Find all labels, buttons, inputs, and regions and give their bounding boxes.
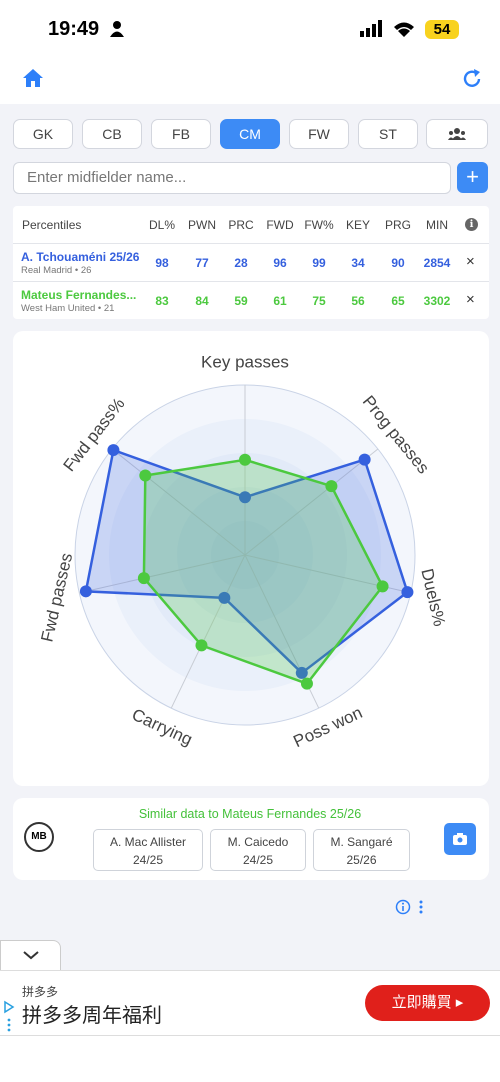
table-header: FWD <box>266 218 294 232</box>
radar-card: Key passes Prog passes Duels% Poss won Carry… <box>13 331 489 786</box>
percentile-value: 61 <box>273 294 287 308</box>
radar-spoke <box>79 554 246 594</box>
radar-point <box>325 480 338 493</box>
percentile-value: 75 <box>312 294 326 308</box>
percentile-value: 56 <box>351 294 365 308</box>
info-icon[interactable]: ℹ <box>465 218 478 231</box>
refresh-button[interactable] <box>461 68 483 90</box>
row-divider <box>13 243 489 244</box>
table-header: PRG <box>384 218 412 232</box>
similar-player-name: M. Caicedo <box>227 835 289 849</box>
radar-point <box>239 453 251 466</box>
radar-point <box>358 453 371 466</box>
ad-button[interactable]: 立即購買 ▸ <box>365 985 490 1021</box>
player-name: Mateus Fernandes... <box>21 288 137 302</box>
table-header: Percentiles <box>22 218 82 232</box>
remove-button[interactable]: × <box>466 253 475 270</box>
collapse-tab[interactable] <box>0 940 61 970</box>
group-tab[interactable] <box>426 119 488 149</box>
percentile-value: 84 <box>195 294 209 308</box>
radar-point <box>195 639 208 652</box>
radar-spoke <box>111 448 246 556</box>
camera-button[interactable] <box>444 823 476 855</box>
radar-point <box>79 585 92 598</box>
similar-player-season: 25/26 <box>346 853 377 867</box>
ad-headline: 拼多多周年福利 <box>22 1005 162 1027</box>
percentile-value: 3302 <box>423 294 451 308</box>
position-tab[interactable]: CB <box>82 119 142 149</box>
radar-point <box>218 591 231 604</box>
radar-axis-label: Duels% <box>417 567 449 628</box>
table-header: PRC <box>228 218 254 232</box>
percentile-value: 28 <box>234 256 248 270</box>
search-input[interactable]: Enter midfielder name... <box>13 162 451 194</box>
ad-brand: 拼多多 <box>22 985 59 999</box>
position-tab[interactable]: GK <box>13 119 73 149</box>
signal-wifi-icons <box>360 20 414 37</box>
player-name: A. Tchouaméni 25/26 <box>21 250 140 264</box>
percentile-value: 34 <box>351 256 365 270</box>
radar-point <box>139 469 152 482</box>
similar-player-name: M. Sangaré <box>330 835 393 849</box>
player-team: West Ham United • 21 <box>21 303 115 314</box>
radar-point <box>107 444 120 457</box>
table-header: FW% <box>304 218 334 232</box>
battery: 54 <box>425 20 459 39</box>
percentile-value: 96 <box>273 256 287 270</box>
radar-point <box>239 491 251 504</box>
radar-spoke <box>244 448 379 556</box>
radar-spoke <box>170 554 246 709</box>
radar-polygon <box>142 458 384 685</box>
position-tab[interactable]: ST <box>358 119 418 149</box>
percentile-value: 98 <box>155 256 169 270</box>
percentile-value: 83 <box>155 294 169 308</box>
table-header: MIN <box>426 218 448 232</box>
percentile-value: 59 <box>234 294 248 308</box>
logo: MB <box>24 822 54 852</box>
radar-point <box>401 586 414 599</box>
position-tab[interactable]: FB <box>151 119 211 149</box>
radar-polygon <box>84 448 409 675</box>
radar-axis-label: Fwd passes <box>37 551 76 644</box>
position-tab[interactable]: CM <box>220 119 280 149</box>
group-icon <box>448 128 466 140</box>
similar-player-button[interactable]: M. Caicedo 24/25 <box>210 829 306 871</box>
similar-player-name: A. Mac Allister <box>109 835 187 849</box>
player-team: Real Madrid • 26 <box>21 265 92 276</box>
remove-button[interactable]: × <box>466 291 475 308</box>
stats-table: Percentiles DL% PWN PRC FWD FW% KEY PRG MIN ℹ A. T… <box>13 206 489 319</box>
table-header: PWN <box>188 218 216 232</box>
ad-choices-icon <box>4 1000 15 1032</box>
info-menu-icons[interactable] <box>395 899 427 915</box>
similar-player-season: 24/25 <box>132 853 164 867</box>
percentile-value: 65 <box>391 294 405 308</box>
home-button[interactable] <box>22 68 44 88</box>
radar-point <box>137 572 150 585</box>
row-divider <box>13 281 489 282</box>
status-time: 19:49 <box>48 18 100 40</box>
percentile-value: 77 <box>195 256 209 270</box>
radar-point <box>295 666 308 679</box>
similar-title: Similar data to Mateus Fernandes 25/26 <box>138 807 362 821</box>
similar-player-season: 24/25 <box>242 853 274 867</box>
person-icon <box>110 21 124 37</box>
radar-point <box>376 580 389 593</box>
radar-axis-label: Key passes <box>201 352 289 371</box>
add-button[interactable]: + <box>457 162 488 193</box>
percentile-value: 90 <box>391 256 405 270</box>
table-header: DL% <box>148 218 176 232</box>
chevron <box>23 951 39 960</box>
percentile-value: 99 <box>312 256 326 270</box>
position-tab[interactable]: FW <box>289 119 349 149</box>
similar-player-button[interactable]: M. Sangaré 25/26 <box>313 829 410 871</box>
percentile-value: 2854 <box>423 256 451 270</box>
radar-point <box>300 677 313 690</box>
similar-player-button[interactable]: A. Mac Allister 24/25 <box>93 829 203 871</box>
table-header: KEY <box>345 218 371 232</box>
